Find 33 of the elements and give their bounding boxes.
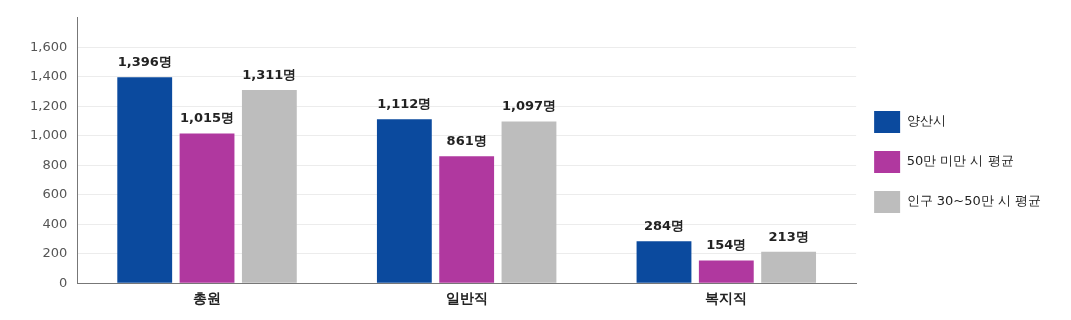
bar [376, 119, 432, 283]
y-tick-label: 1,000 [30, 127, 68, 143]
y-tick-label: 1,200 [30, 97, 68, 113]
data-label: 1,396명 [117, 54, 172, 70]
y-tick-label: 400 [42, 215, 68, 231]
bar [698, 260, 754, 283]
legend-label: 50만 미만 시 평균 [906, 153, 1014, 169]
data-label: 1,311명 [242, 66, 297, 82]
x-tick-label: 총원 [193, 290, 222, 307]
data-label: 1,112명 [377, 96, 432, 112]
bar [117, 77, 173, 283]
bar [636, 241, 692, 283]
y-tick-label: 0 [58, 274, 68, 290]
bar [241, 89, 297, 283]
bar [179, 133, 235, 283]
y-tick-label: 600 [42, 186, 68, 202]
data-label: 1,015명 [179, 110, 235, 126]
y-tick-label: 200 [42, 245, 68, 261]
x-tick-label: 일반직 [445, 290, 488, 307]
legend-label: 양산시 [906, 113, 946, 129]
y-tick-label: 1,600 [30, 38, 68, 54]
x-tick-label: 복지직 [705, 290, 748, 307]
bar [501, 121, 557, 283]
legend-label: 인구 30~50만 시 평균 [906, 193, 1041, 209]
data-label: 154명 [706, 237, 747, 253]
bar [761, 251, 817, 283]
data-label: 213명 [768, 228, 809, 244]
data-label: 284명 [643, 218, 685, 234]
data-label: 1,097명 [501, 98, 557, 114]
bar [439, 156, 495, 283]
y-tick-label: 800 [42, 156, 68, 172]
y-tick-label: 1,400 [30, 68, 68, 84]
data-label: 861명 [446, 133, 487, 149]
